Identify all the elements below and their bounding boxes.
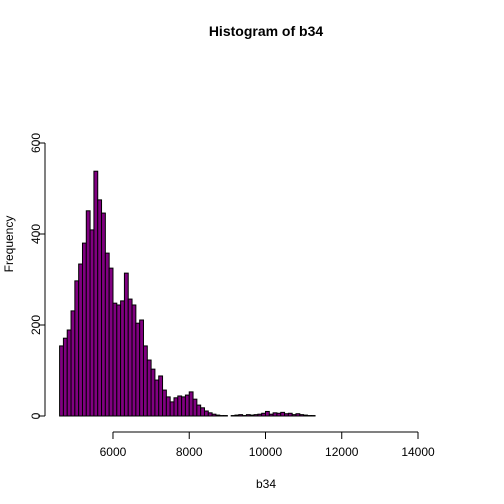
- x-tick-label: 10000: [249, 445, 283, 459]
- bar: [196, 404, 202, 417]
- bar: [268, 413, 274, 417]
- bar: [177, 395, 183, 417]
- bar: [173, 397, 179, 417]
- bar: [303, 414, 308, 417]
- bar: [78, 263, 83, 417]
- bar: [120, 300, 125, 417]
- bar: [264, 410, 270, 417]
- bar: [108, 267, 114, 417]
- bar: [142, 345, 148, 417]
- y-tick-label: 200: [29, 315, 43, 335]
- bar: [59, 345, 64, 417]
- y-tick-label: 600: [29, 133, 43, 153]
- bar: [158, 375, 164, 417]
- bar: [287, 412, 293, 417]
- bar: [89, 229, 95, 417]
- bar: [207, 412, 213, 417]
- y-axis-label: Frequency: [2, 216, 16, 273]
- bar: [280, 411, 286, 417]
- bar: [291, 414, 297, 417]
- bar: [127, 298, 133, 417]
- bar: [154, 379, 160, 417]
- bar: [85, 210, 91, 417]
- bar: [146, 359, 152, 417]
- bar: [66, 329, 72, 417]
- y-tick-label: 0: [29, 412, 43, 419]
- bar: [249, 414, 255, 417]
- bar: [211, 413, 217, 417]
- bar: [162, 389, 167, 417]
- x-tick-label: 8000: [176, 445, 203, 459]
- bar: [101, 212, 106, 417]
- x-tick-label: 12000: [325, 445, 359, 459]
- bar: [93, 170, 99, 417]
- bar: [276, 412, 282, 417]
- bar: [245, 414, 251, 417]
- bar: [299, 414, 305, 417]
- bar: [169, 401, 175, 417]
- bar: [123, 272, 129, 417]
- bar: [234, 414, 240, 417]
- bar: [70, 310, 76, 417]
- bar: [97, 199, 103, 417]
- bar: [112, 302, 118, 417]
- bar: [257, 413, 263, 417]
- x-axis-label: b34: [256, 477, 276, 491]
- bar: [74, 280, 80, 417]
- bar: [203, 410, 209, 417]
- bar: [181, 396, 186, 417]
- bar: [215, 414, 221, 417]
- bar: [150, 368, 156, 417]
- bar: [165, 396, 171, 417]
- bar: [200, 407, 205, 417]
- chart-title: Histogram of b34: [209, 23, 324, 39]
- bar: [192, 398, 198, 417]
- bar: [253, 414, 259, 417]
- bar: [139, 319, 144, 417]
- bar: [116, 304, 122, 417]
- bar: [188, 391, 194, 417]
- x-tick-label: 14000: [401, 445, 435, 459]
- bar: [135, 322, 141, 417]
- bar: [261, 412, 266, 417]
- bar: [104, 252, 110, 417]
- bar: [81, 242, 87, 417]
- y-tick-label: 400: [29, 224, 43, 244]
- bar: [284, 413, 289, 417]
- bar: [272, 412, 278, 417]
- bar: [62, 337, 68, 417]
- x-tick-label: 6000: [100, 445, 127, 459]
- bar: [238, 414, 244, 417]
- bar: [184, 394, 190, 417]
- bar: [131, 304, 137, 417]
- bar: [295, 413, 301, 417]
